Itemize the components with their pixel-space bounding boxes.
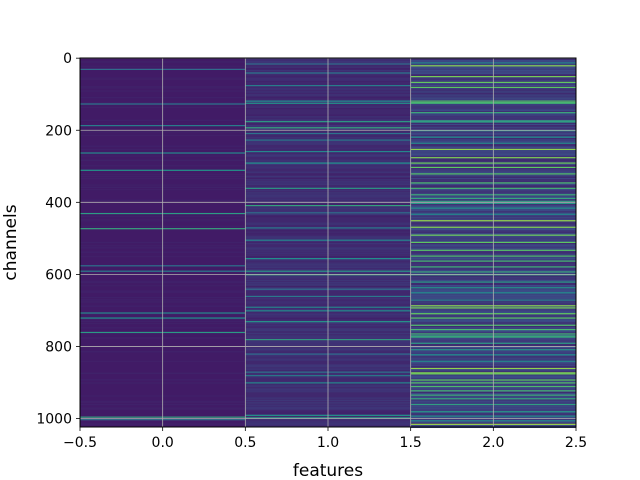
y-tick-label: 800 — [45, 339, 72, 355]
x-tick-label: 2.5 — [565, 435, 587, 451]
y-axis-label: channels — [1, 204, 21, 280]
y-tick-label: 600 — [45, 267, 72, 283]
x-axis-ticks: −0.5 0.0 0.5 1.0 1.5 2.0 2.5 — [63, 427, 587, 451]
y-tick-label: 200 — [45, 123, 72, 139]
y-tick-label: 0 — [63, 51, 72, 67]
x-tick-label: 0.5 — [234, 435, 256, 451]
x-axis-label: features — [293, 461, 363, 480]
x-tick-label: 2.0 — [482, 435, 504, 451]
x-tick-label: 0.0 — [152, 435, 174, 451]
y-tick-label: 1000 — [36, 412, 72, 428]
x-tick-label: −0.5 — [63, 435, 97, 451]
x-tick-label: 1.0 — [317, 435, 339, 451]
y-tick-label: 400 — [45, 195, 72, 211]
x-tick-label: 1.5 — [400, 435, 422, 451]
y-axis-ticks: 0 200 400 600 800 1000 — [36, 51, 80, 428]
